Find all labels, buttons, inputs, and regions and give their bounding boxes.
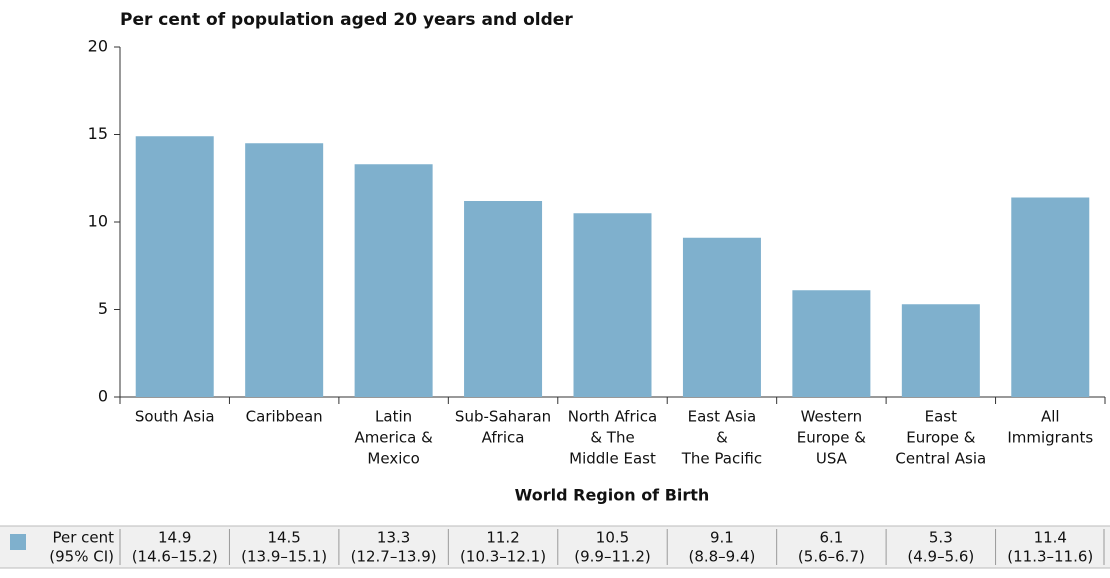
legend-swatch bbox=[10, 534, 26, 550]
bar bbox=[901, 304, 980, 397]
x-tick-label: & bbox=[716, 429, 728, 447]
table-ci: (12.7–13.9) bbox=[351, 548, 437, 566]
x-tick-label: America & bbox=[354, 429, 433, 447]
bar bbox=[354, 164, 433, 397]
table-ci: (13.9–15.1) bbox=[241, 548, 327, 566]
bar bbox=[245, 143, 324, 397]
x-tick-label: Middle East bbox=[569, 450, 656, 468]
bar bbox=[792, 290, 871, 397]
x-axis-label: World Region of Birth bbox=[515, 486, 710, 505]
y-tick-label: 0 bbox=[98, 387, 108, 406]
table-value: 14.5 bbox=[267, 529, 300, 547]
table-ci: (8.8–9.4) bbox=[688, 548, 755, 566]
x-tick-label: Sub-Saharan bbox=[455, 408, 551, 426]
table-value: 13.3 bbox=[377, 529, 410, 547]
bar bbox=[573, 213, 652, 397]
table-value: 11.2 bbox=[486, 529, 519, 547]
table-value: 6.1 bbox=[819, 529, 843, 547]
table-ci: (10.3–12.1) bbox=[460, 548, 546, 566]
table-ci: (11.3–11.6) bbox=[1007, 548, 1093, 566]
y-tick-label: 5 bbox=[98, 299, 108, 318]
x-tick-label: South Asia bbox=[135, 408, 215, 426]
legend-label: Per cent bbox=[52, 529, 114, 547]
table-ci: (14.6–15.2) bbox=[132, 548, 218, 566]
x-tick-label: Europe & bbox=[797, 429, 867, 447]
x-tick-label: Europe & bbox=[906, 429, 976, 447]
table-value: 10.5 bbox=[596, 529, 629, 547]
x-tick-label: All bbox=[1041, 408, 1060, 426]
x-tick-label: USA bbox=[816, 450, 848, 468]
legend-label: (95% CI) bbox=[49, 548, 114, 566]
x-tick-label: & The bbox=[590, 429, 634, 447]
x-tick-label: Central Asia bbox=[895, 450, 986, 468]
x-tick-label: East bbox=[925, 408, 957, 426]
chart-title: Per cent of population aged 20 years and… bbox=[120, 10, 573, 30]
table-value: 9.1 bbox=[710, 529, 734, 547]
table-value: 11.4 bbox=[1034, 529, 1067, 547]
bar bbox=[1011, 197, 1090, 397]
x-tick-label: Caribbean bbox=[246, 408, 323, 426]
table-value: 5.3 bbox=[929, 529, 953, 547]
x-tick-label: Mexico bbox=[367, 450, 419, 468]
table-bg bbox=[0, 526, 1110, 568]
bar bbox=[464, 201, 543, 397]
bar bbox=[682, 237, 761, 397]
table-ci: (4.9–5.6) bbox=[907, 548, 974, 566]
x-tick-label: Western bbox=[801, 408, 863, 426]
table-ci: (5.6–6.7) bbox=[798, 548, 865, 566]
y-tick-label: 15 bbox=[88, 124, 108, 143]
x-tick-label: Africa bbox=[482, 429, 525, 447]
x-tick-label: Immigrants bbox=[1007, 429, 1093, 447]
bar bbox=[135, 136, 214, 397]
y-tick-label: 10 bbox=[88, 212, 108, 231]
table-value: 14.9 bbox=[158, 529, 191, 547]
y-tick-label: 20 bbox=[88, 37, 108, 56]
x-tick-label: Latin bbox=[375, 408, 412, 426]
x-tick-label: North Africa bbox=[568, 408, 658, 426]
table-ci: (9.9–11.2) bbox=[574, 548, 650, 566]
x-tick-label: The Pacific bbox=[681, 450, 762, 468]
x-tick-label: East Asia bbox=[688, 408, 757, 426]
